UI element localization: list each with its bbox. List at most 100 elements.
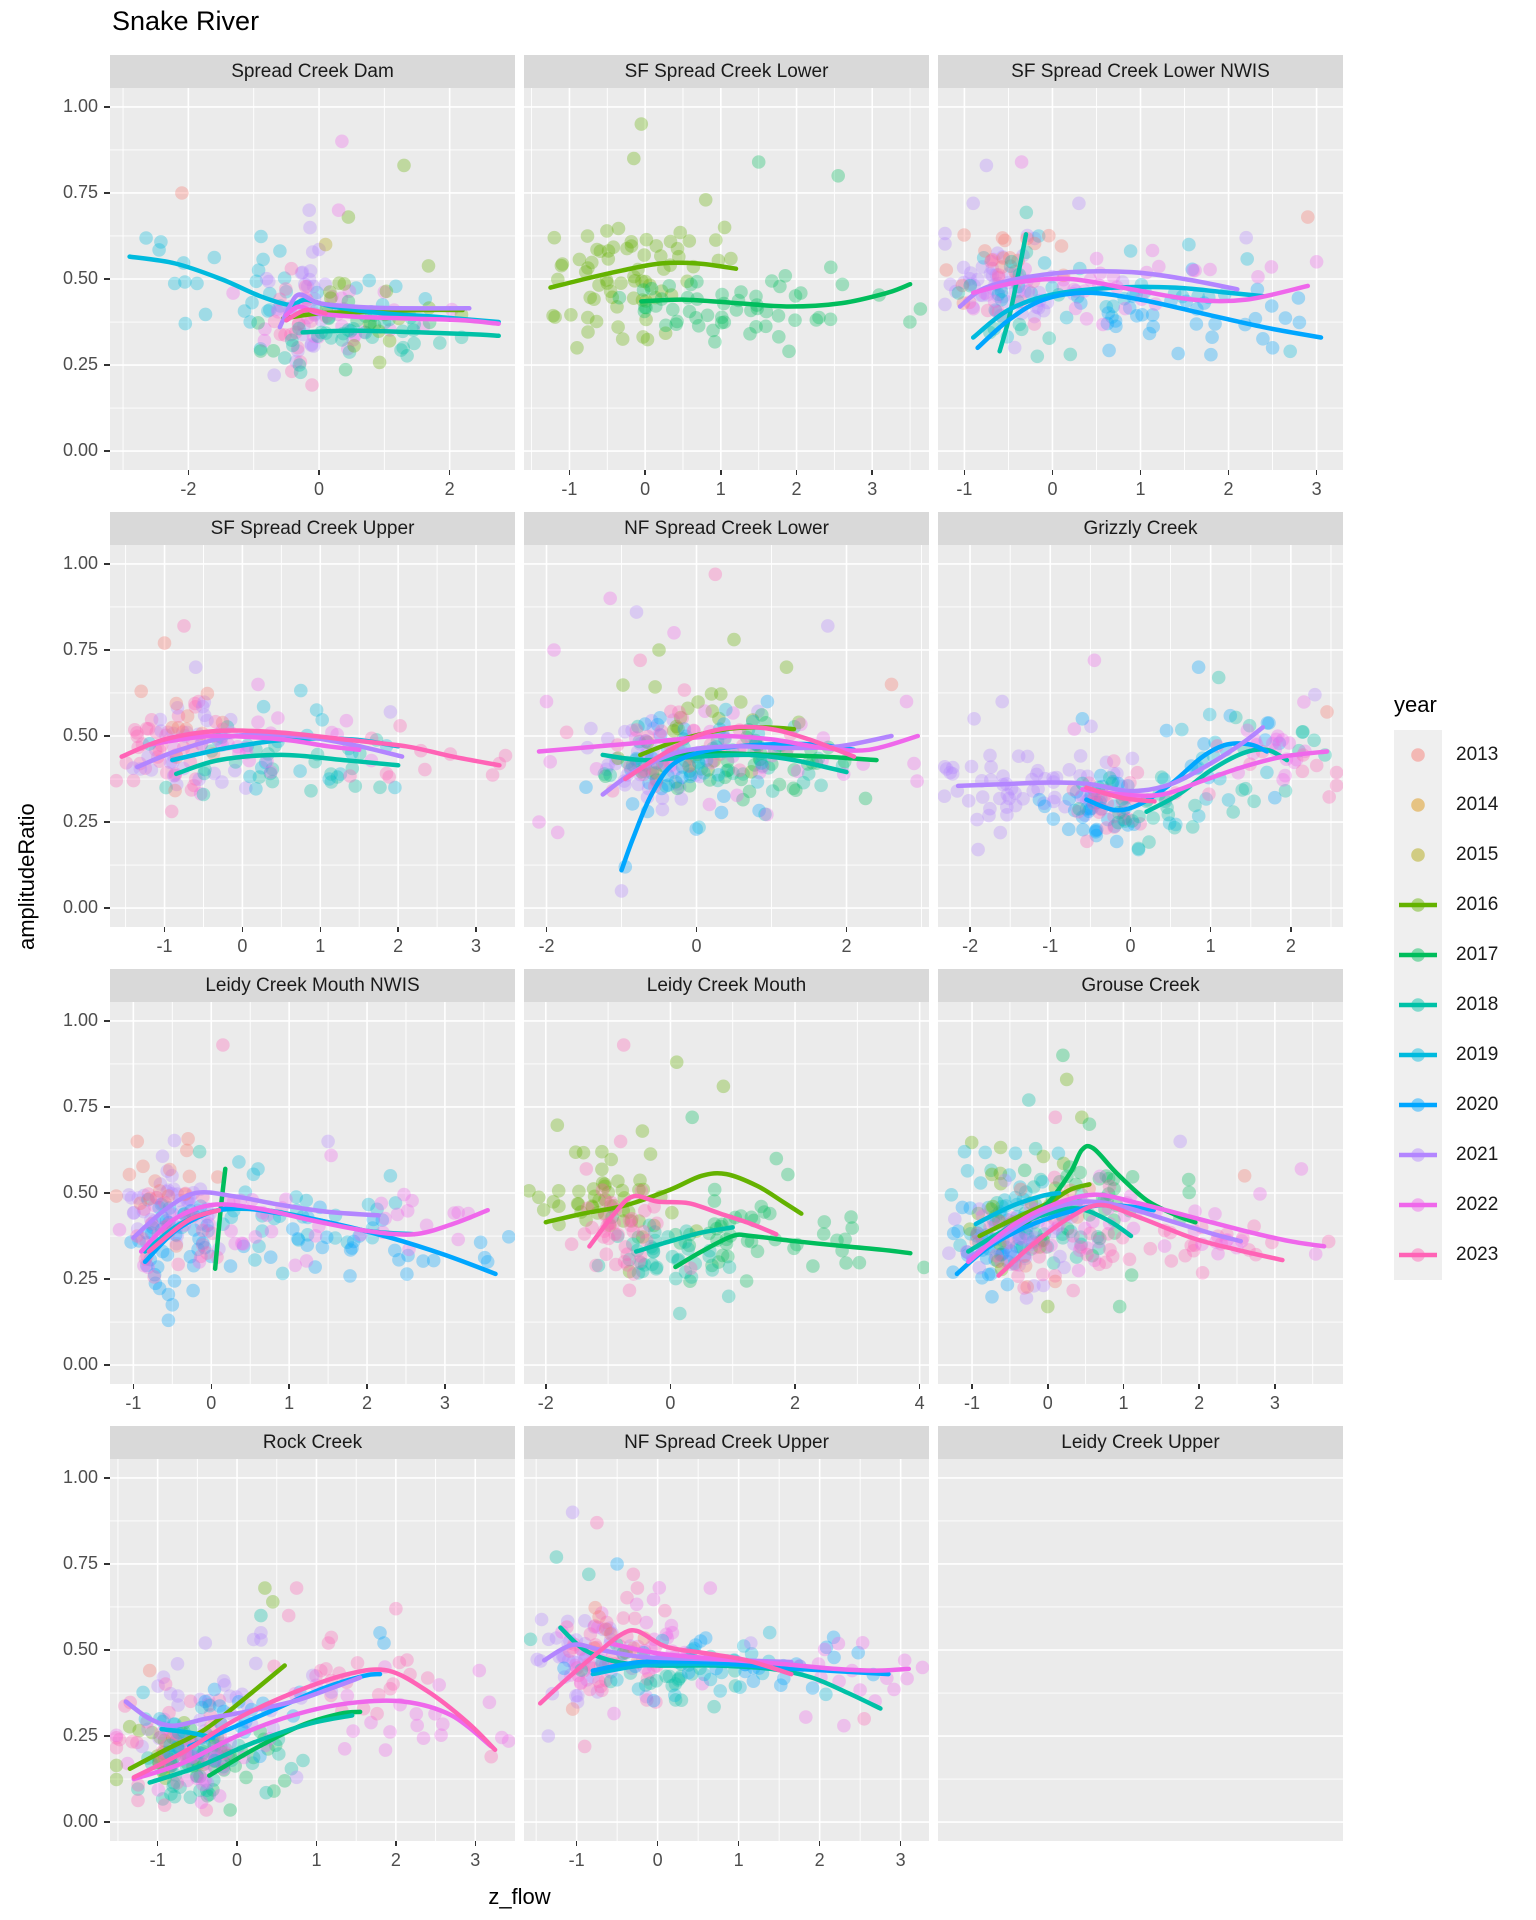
facet-strip: Leidy Creek Mouth NWIS bbox=[110, 969, 515, 1002]
y-tick-label: 1.00 bbox=[62, 95, 98, 116]
x-tick-label: 0 bbox=[314, 479, 325, 499]
facet-strip: Rock Creek bbox=[110, 1426, 515, 1459]
x-tick-mark bbox=[969, 927, 971, 932]
facet-canvas-spread-creek-dam bbox=[110, 88, 515, 470]
x-tick-label: 0 bbox=[640, 479, 651, 499]
legend-entry-2014: 2014 bbox=[1394, 780, 1498, 830]
facet-panel bbox=[524, 88, 929, 470]
legend-label: 2018 bbox=[1456, 994, 1499, 1015]
x-tick-mark bbox=[163, 927, 166, 932]
x-tick-mark bbox=[395, 1841, 397, 1846]
x-tick-mark bbox=[241, 927, 244, 932]
y-tick-label: 0.00 bbox=[62, 1811, 98, 1832]
x-axis-title: z_flow bbox=[488, 1884, 551, 1909]
legend-key-2016 bbox=[1394, 880, 1442, 930]
x-tick-label: 1 bbox=[733, 1850, 744, 1870]
legend-entry-2018: 2018 bbox=[1394, 980, 1498, 1030]
x-tick-label: 3 bbox=[1311, 479, 1322, 499]
facet-panel bbox=[938, 1459, 1343, 1841]
x-tick-label: 0 bbox=[1042, 1393, 1053, 1413]
x-tick-label: 2 bbox=[814, 1850, 825, 1870]
facet-canvas-leidy-creek-upper bbox=[938, 1477, 1343, 1823]
y-tick-label: 0.50 bbox=[62, 1182, 98, 1202]
legend-point-sample-icon bbox=[1411, 848, 1425, 862]
x-tick-label: 1 bbox=[715, 479, 726, 499]
x-tick-label: 0 bbox=[1047, 479, 1058, 499]
x-tick-mark bbox=[475, 927, 477, 932]
x-tick-mark bbox=[899, 1841, 902, 1846]
x-tick-mark bbox=[845, 927, 848, 932]
y-tick-mark bbox=[104, 1278, 110, 1280]
x-tick-label: 3 bbox=[471, 936, 482, 956]
y-tick-mark bbox=[104, 1106, 110, 1108]
x-tick-label: 2 bbox=[362, 1393, 373, 1413]
legend-title: year bbox=[1394, 692, 1437, 717]
facet-strip: SF Spread Creek Lower NWIS bbox=[938, 55, 1343, 88]
x-tick-label: -1 bbox=[1042, 936, 1059, 956]
legend-label: 2023 bbox=[1456, 1244, 1499, 1265]
x-tick-mark bbox=[1227, 470, 1230, 475]
facet-panel bbox=[110, 88, 515, 470]
x-tick-label: 1 bbox=[1135, 479, 1146, 499]
legend-line-sample-icon bbox=[1399, 1148, 1437, 1162]
y-tick-mark bbox=[104, 563, 110, 565]
y-tick-mark bbox=[104, 1563, 110, 1565]
x-tick-label: 1 bbox=[315, 936, 326, 956]
x-tick-label: 0 bbox=[652, 1850, 663, 1870]
x-tick-label: 2 bbox=[444, 479, 455, 499]
x-tick-mark bbox=[1209, 927, 1212, 932]
y-tick-mark bbox=[104, 364, 110, 366]
legend-label: 2022 bbox=[1456, 1194, 1499, 1215]
facet-panel bbox=[524, 545, 929, 927]
x-tick-mark bbox=[1051, 470, 1054, 475]
x-tick-label: -1 bbox=[125, 1393, 142, 1413]
y-tick-mark bbox=[104, 649, 110, 651]
x-tick-mark bbox=[288, 1384, 290, 1389]
x-tick-mark bbox=[366, 1384, 368, 1389]
x-tick-mark bbox=[656, 1841, 659, 1846]
x-tick-mark bbox=[1049, 927, 1052, 932]
x-tick-mark bbox=[444, 1384, 446, 1389]
legend-entry-2020: 2020 bbox=[1394, 1080, 1498, 1130]
x-tick-mark bbox=[1139, 470, 1142, 475]
facet-strip: NF Spread Creek Lower bbox=[524, 512, 929, 545]
facet-canvas-rock-creek bbox=[109, 1459, 516, 1841]
x-tick-mark bbox=[156, 1841, 159, 1846]
legend-label: 2015 bbox=[1456, 844, 1499, 865]
x-tick-label: 1 bbox=[311, 1850, 322, 1870]
legend-key-2023 bbox=[1394, 1230, 1442, 1280]
y-tick-mark bbox=[104, 192, 110, 194]
legend-label: 2019 bbox=[1456, 1044, 1499, 1065]
facet-panel bbox=[938, 88, 1343, 470]
facet-strip: SF Spread Creek Upper bbox=[110, 512, 515, 545]
facet-canvas-leidy-creek-mouth-nwis bbox=[109, 1002, 516, 1384]
x-tick-mark bbox=[448, 470, 451, 475]
legend-entry-2016: 2016 bbox=[1394, 880, 1498, 930]
x-tick-label: 2 bbox=[1223, 479, 1234, 499]
x-tick-label: -1 bbox=[156, 936, 173, 956]
legend-key-2015 bbox=[1394, 830, 1442, 880]
y-tick-mark bbox=[104, 106, 110, 108]
legend-label: 2014 bbox=[1456, 794, 1499, 815]
x-tick-mark bbox=[568, 470, 571, 475]
facet-panel bbox=[109, 1002, 516, 1384]
x-tick-label: 4 bbox=[914, 1393, 925, 1413]
x-tick-label: 2 bbox=[1194, 1393, 1205, 1413]
y-tick-mark bbox=[104, 907, 110, 909]
legend-key-2019 bbox=[1394, 1030, 1442, 1080]
x-tick-mark bbox=[575, 1841, 578, 1846]
x-tick-mark bbox=[644, 470, 646, 475]
y-tick-mark bbox=[104, 1477, 110, 1479]
facet-panel bbox=[523, 1459, 930, 1841]
legend-key-2013 bbox=[1394, 730, 1442, 780]
facet-strip: Leidy Creek Mouth bbox=[524, 969, 929, 1002]
x-tick-label: 2 bbox=[841, 936, 852, 956]
facet-strip: NF Spread Creek Upper bbox=[524, 1426, 929, 1459]
legend-label: 2021 bbox=[1456, 1144, 1499, 1165]
x-tick-label: 2 bbox=[390, 1850, 401, 1870]
x-tick-mark bbox=[545, 1384, 547, 1389]
x-tick-mark bbox=[695, 927, 698, 932]
facet-canvas-nf-spread-creek-lower bbox=[524, 545, 929, 927]
y-tick-mark bbox=[104, 1735, 110, 1737]
